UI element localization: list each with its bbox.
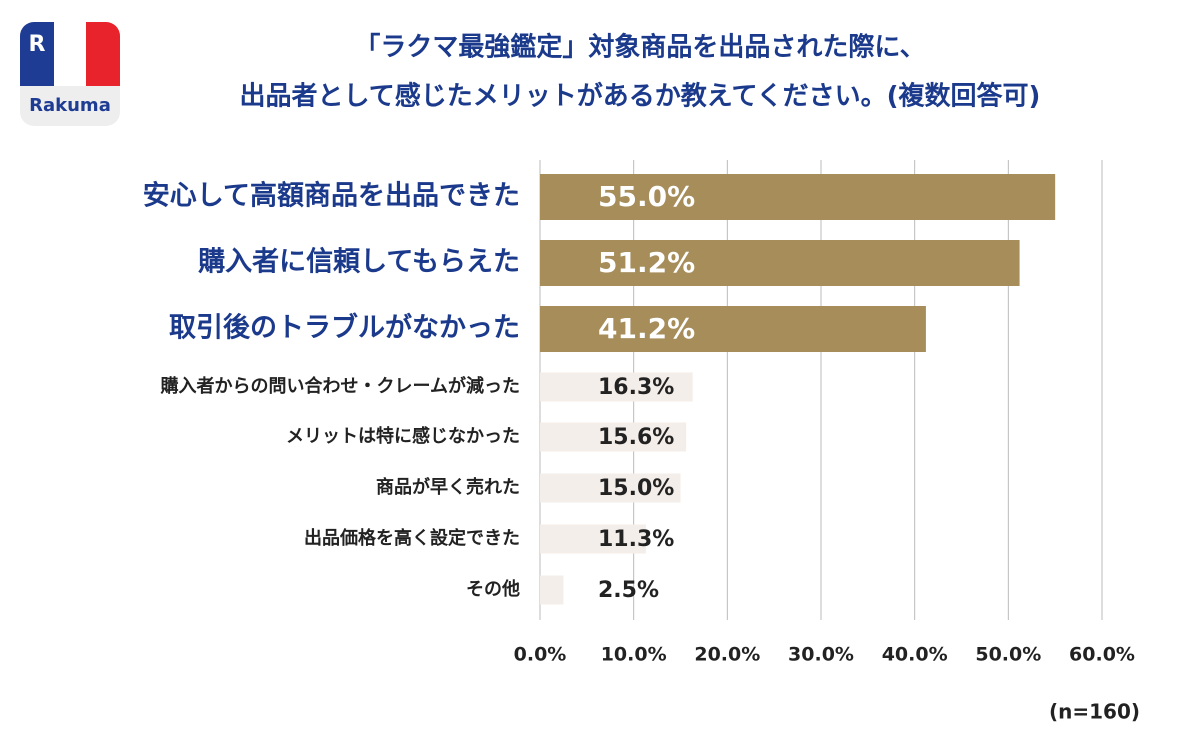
value-label: 51.2% bbox=[598, 246, 695, 279]
category-label: 安心して高額商品を出品できた bbox=[143, 180, 520, 212]
x-tick-label: 20.0% bbox=[694, 644, 760, 666]
bar bbox=[540, 372, 693, 402]
x-tick-label: 60.0% bbox=[1069, 644, 1135, 666]
category-label: 取引後のトラブルがなかった bbox=[169, 312, 520, 344]
bar bbox=[540, 174, 1056, 220]
bar bbox=[540, 524, 646, 554]
value-label: 2.5% bbox=[598, 578, 659, 603]
logo-red bbox=[86, 22, 120, 86]
logo-white bbox=[54, 22, 86, 86]
x-tick-label: 40.0% bbox=[882, 644, 948, 666]
note: (n=160) bbox=[1049, 700, 1140, 724]
logo-name: Rakuma bbox=[29, 95, 111, 116]
bar bbox=[540, 306, 926, 352]
value-label: 16.3% bbox=[598, 375, 674, 400]
x-tick-label: 50.0% bbox=[975, 644, 1041, 666]
x-tick-label: 10.0% bbox=[601, 644, 667, 666]
logo-blue bbox=[20, 22, 54, 86]
bar bbox=[540, 473, 681, 503]
chart-title: 「ラクマ最強鑑定」対象商品を出品された際に、 bbox=[354, 32, 925, 63]
category-label: 購入者からの問い合わせ・クレームが減った bbox=[160, 375, 520, 397]
value-label: 55.0% bbox=[598, 180, 695, 213]
category-label: 購入者に信頼してもらえた bbox=[198, 247, 520, 278]
category-label: メリットは特に感じなかった bbox=[286, 425, 520, 447]
bar bbox=[540, 575, 564, 605]
value-label: 15.0% bbox=[598, 476, 674, 501]
logo: R Rakuma bbox=[20, 22, 120, 126]
bar bbox=[540, 422, 687, 452]
category-label: 出品価格を高く設定できた bbox=[304, 527, 520, 549]
value-label: 41.2% bbox=[598, 312, 695, 345]
category-label: その他 bbox=[466, 578, 520, 600]
category-label: 商品が早く売れた bbox=[376, 476, 520, 498]
value-label: 15.6% bbox=[598, 425, 674, 450]
value-label: 11.3% bbox=[598, 527, 674, 552]
x-tick-label: 0.0% bbox=[514, 644, 567, 666]
chart-title: 出品者として感じたメリットがあるか教えてください。(複数回答可) bbox=[240, 81, 1041, 112]
logo-mark: R bbox=[29, 32, 46, 57]
bar bbox=[540, 240, 1020, 286]
x-tick-label: 30.0% bbox=[788, 644, 854, 666]
